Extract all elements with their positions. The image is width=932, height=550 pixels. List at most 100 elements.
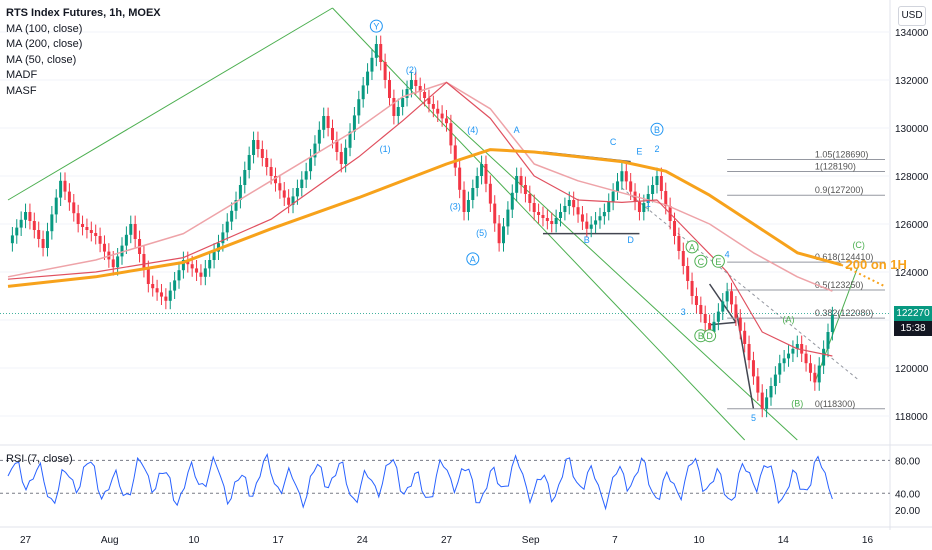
candle-body — [773, 374, 777, 386]
candle-body — [651, 185, 655, 194]
candle-body — [278, 183, 282, 191]
candle-body — [50, 214, 54, 232]
candle-body — [291, 196, 295, 205]
candle-body — [541, 215, 545, 218]
candle-body — [664, 191, 668, 206]
candle-body — [712, 321, 716, 332]
candle-body — [54, 197, 58, 215]
wave-label-circle — [703, 329, 717, 343]
candle-body — [637, 201, 641, 212]
candle-body — [269, 167, 273, 176]
ma-50-line — [7, 81, 833, 292]
candle-body — [366, 71, 370, 86]
candle-body — [528, 194, 532, 203]
legend-madf[interactable]: MADF — [6, 69, 38, 82]
candle-body — [322, 116, 326, 130]
candle-body — [673, 221, 677, 236]
ma-200-line — [7, 81, 833, 357]
candle-body — [41, 239, 45, 248]
candle-body — [822, 348, 826, 366]
legend-masf[interactable]: MASF — [6, 84, 37, 97]
wave-label: (5) — [476, 228, 487, 238]
candle-body — [168, 290, 172, 301]
candle-body — [352, 115, 356, 132]
candle-body — [383, 62, 387, 80]
y-tick-label: 132000 — [895, 76, 929, 87]
candle-body — [716, 311, 720, 322]
candle-body — [730, 291, 734, 305]
candle-body — [427, 98, 431, 104]
candle-body — [409, 80, 413, 89]
candle-body — [392, 98, 396, 116]
wave-label: C — [610, 137, 617, 147]
x-tick-label: 10 — [694, 535, 706, 546]
candle-body — [59, 180, 63, 198]
candle-body — [85, 227, 89, 230]
x-tick-label: 14 — [778, 535, 790, 546]
candle-body — [686, 266, 690, 281]
wave-label: (3) — [450, 202, 461, 212]
trendline-descending — [332, 7, 746, 441]
candle-body — [379, 44, 383, 62]
x-tick-label: Sep — [522, 535, 540, 546]
wave-label: 3 — [681, 307, 686, 317]
wave-label-circle — [650, 122, 664, 136]
candle-body — [181, 260, 185, 271]
symbol-title[interactable]: RTS Index Futures, 1h, MOEX — [6, 7, 161, 19]
candle-body — [611, 191, 615, 202]
candle-body — [243, 170, 247, 185]
candle-body — [212, 251, 216, 260]
chart-legend: RTS Index Futures, 1h, MOEX MA (100, clo… — [6, 6, 161, 100]
candle-body — [195, 268, 199, 273]
currency-button[interactable]: USD — [898, 6, 926, 26]
y-tick-label: 124000 — [895, 268, 929, 279]
candle-body — [273, 176, 277, 184]
candle-body — [252, 140, 256, 155]
candle-body — [405, 89, 409, 98]
wave-label: 2 — [654, 144, 659, 154]
wave-label-circle — [466, 252, 480, 266]
candle-body — [445, 118, 448, 124]
candle-body — [532, 203, 536, 212]
x-tick-label: 16 — [862, 535, 874, 546]
legend-ma-200[interactable]: MA (200, close) — [6, 38, 83, 51]
candle-body — [335, 140, 339, 152]
candle-body — [589, 224, 593, 229]
candle-body — [418, 86, 422, 92]
candle-body — [282, 190, 286, 198]
candle-body — [817, 365, 821, 383]
candle-body — [743, 330, 747, 344]
candle-body — [19, 219, 23, 228]
candle-body — [111, 259, 115, 268]
fib-level-label: 0(118300) — [815, 399, 855, 409]
legend-ma-100[interactable]: MA (100, close) — [6, 22, 83, 35]
candle-body — [765, 397, 769, 409]
candle-body — [466, 200, 470, 212]
wave-label: Y — [373, 22, 379, 32]
candle-body — [203, 268, 207, 277]
last-price-tag: 122270 — [894, 306, 932, 321]
candle-body — [510, 192, 514, 210]
candle-body — [28, 212, 32, 221]
y-tick-label: 118000 — [895, 412, 928, 423]
candle-body — [256, 140, 260, 149]
wave-label: B — [698, 331, 704, 341]
candle-body — [497, 223, 501, 244]
candle-body — [63, 180, 67, 192]
wave-label: A — [689, 242, 695, 252]
rsi-tick-label: 20.00 — [895, 506, 920, 517]
rsi-legend[interactable]: RSI (7, close) — [6, 453, 73, 465]
x-tick-label: 17 — [273, 535, 285, 546]
candle-body — [37, 230, 41, 239]
legend-ma-50[interactable]: MA (50, close) — [6, 53, 77, 66]
candle-body — [580, 214, 584, 222]
y-tick-label: 120000 — [895, 364, 929, 375]
x-tick-label: 24 — [357, 535, 369, 546]
candle-body — [602, 212, 606, 217]
candle-body — [585, 221, 589, 229]
candle-body — [317, 129, 321, 144]
candle-body — [173, 280, 177, 291]
candle-body — [414, 80, 418, 86]
wave-label: B — [654, 125, 660, 135]
